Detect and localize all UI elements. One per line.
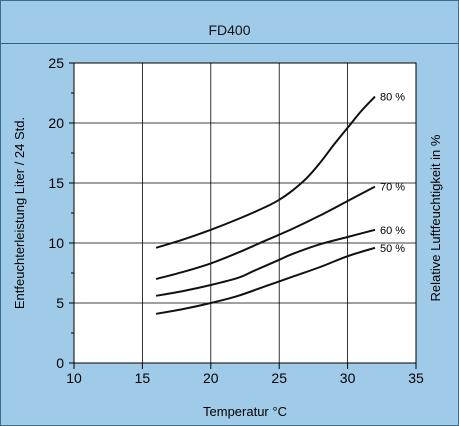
y-tick-label: 25 [48, 55, 64, 71]
series-label: 60 % [380, 225, 405, 237]
y-tick-label: 20 [48, 115, 64, 131]
series-line [155, 228, 376, 297]
title-divider [1, 43, 458, 44]
axis-ticks: 10 15 20 25 30 35 0 5 10 15 20 25 [48, 55, 424, 386]
x-tick-label: 20 [203, 370, 219, 386]
series-line [155, 246, 376, 315]
x-tick-label: 15 [135, 370, 151, 386]
y-axis-label: Entfeuchterleistung Liter / 24 Std. [12, 117, 27, 309]
series-label: 50 % [380, 243, 405, 255]
series-lines: 80 % 70 % 60 % 50 % [155, 92, 405, 315]
x-axis-label: Temperatur °C [203, 404, 287, 419]
series-label: 70 % [380, 182, 405, 194]
y-tick-label: 5 [56, 295, 64, 311]
y-axis-label-right: Relative Luftfeuchtigkeit in % [428, 134, 443, 301]
series-label: 80 % [380, 92, 405, 104]
chart-title: FD400 [208, 22, 251, 38]
x-tick-label: 30 [340, 370, 356, 386]
x-tick-label: 35 [408, 370, 424, 386]
x-tick-label: 25 [271, 370, 287, 386]
y-tick-label: 0 [56, 355, 64, 371]
series-line [155, 185, 376, 280]
y-tick-label: 15 [48, 175, 64, 191]
y-tick-label: 10 [48, 235, 64, 251]
axis-labels: Temperatur °C Entfeuchterleistung Liter … [12, 117, 443, 419]
grid [74, 63, 416, 363]
x-tick-label: 10 [66, 370, 82, 386]
series-line [155, 95, 376, 249]
